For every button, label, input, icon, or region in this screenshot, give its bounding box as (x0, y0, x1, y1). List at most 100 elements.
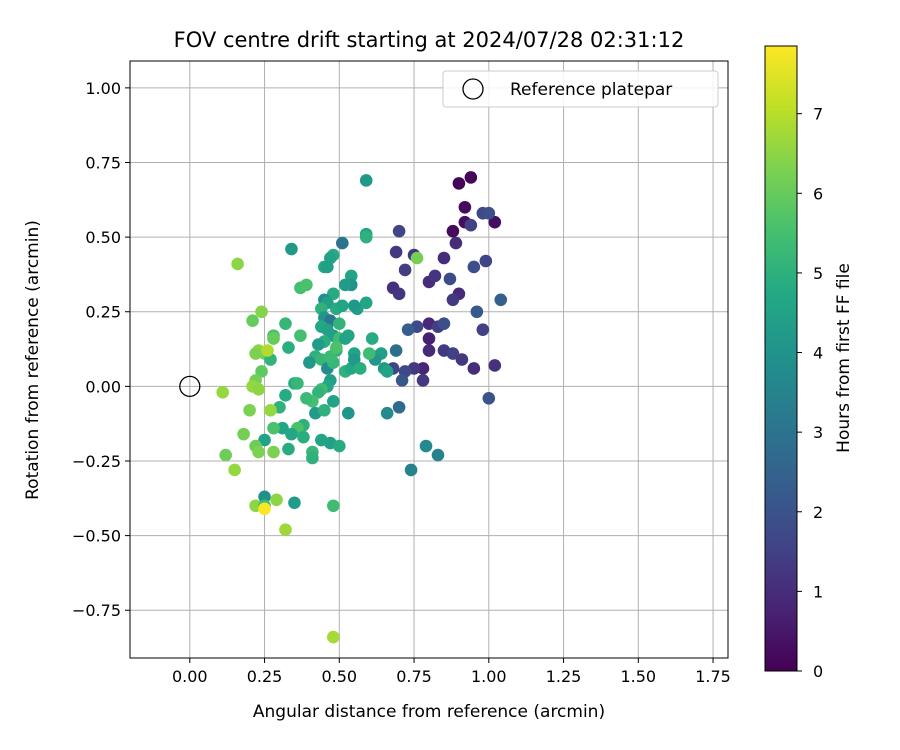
data-point (467, 362, 481, 375)
data-point (267, 445, 280, 459)
colorbar-tick-label: 3 (813, 423, 823, 442)
data-point (347, 353, 361, 366)
data-point (231, 257, 244, 271)
data-point (243, 403, 256, 417)
colorbar-tick-label: 1 (813, 582, 823, 601)
data-point (237, 427, 250, 441)
data-point (437, 317, 451, 330)
data-point (416, 362, 430, 375)
data-point (335, 299, 349, 313)
y-tick-label: 1.00 (85, 79, 121, 98)
data-point (333, 439, 346, 453)
colorbar: 0 1 2 3 4 5 6 7 Hours from first FF file (764, 45, 854, 681)
x-tick-label: 1.50 (620, 667, 656, 686)
data-point (267, 332, 280, 345)
colorbar-tick-label: 5 (813, 264, 823, 283)
chart-title: FOV centre drift starting at 2024/07/28 … (174, 28, 685, 52)
colorbar-label: Hours from first FF file (834, 263, 854, 453)
data-point (392, 224, 406, 238)
y-tick-label: −0.50 (72, 527, 121, 546)
colorbar-tick-label: 0 (813, 662, 823, 681)
y-tick-label: 0.00 (85, 377, 121, 396)
data-point (297, 430, 310, 444)
data-point (380, 406, 394, 420)
data-point (306, 451, 319, 465)
plot-frame (129, 60, 729, 659)
legend-marker-icon (462, 78, 484, 100)
data-point (327, 394, 340, 408)
data-point (255, 305, 268, 319)
x-tick-label: 1.75 (695, 667, 731, 686)
data-point (365, 332, 379, 345)
data-point (389, 245, 403, 259)
data-point (395, 374, 409, 387)
x-tick-label: 0.75 (396, 667, 432, 686)
data-point (288, 496, 301, 510)
data-point (216, 386, 229, 399)
y-axis-label: Rotation from reference (arcmin) (23, 220, 43, 500)
data-point (252, 383, 265, 396)
x-tick-label: 1.25 (546, 667, 582, 686)
data-point (327, 499, 340, 513)
colorbar-tick-label: 2 (813, 503, 823, 522)
data-point (488, 215, 502, 229)
data-point (437, 251, 451, 265)
y-tick-label: 0.25 (85, 303, 121, 322)
data-point (404, 463, 418, 477)
data-points (216, 171, 508, 644)
colorbar-gradient (764, 45, 798, 672)
reference-platepar-marker (179, 375, 201, 398)
data-point (258, 490, 271, 504)
data-point (443, 272, 457, 286)
data-point (258, 502, 271, 516)
data-point (362, 347, 376, 360)
x-tick-label: 0.50 (321, 667, 357, 686)
data-point (228, 463, 241, 477)
data-point (341, 329, 355, 342)
data-point (315, 433, 328, 447)
data-point (488, 359, 502, 372)
data-point (464, 171, 478, 184)
x-tick-label: 0.00 (172, 667, 208, 686)
data-point (422, 332, 436, 345)
data-point (359, 174, 373, 187)
data-point (398, 263, 412, 277)
data-point (416, 374, 430, 387)
data-point (494, 293, 508, 307)
legend-label: Reference platepar (510, 80, 672, 100)
data-point (476, 323, 490, 336)
data-point (330, 341, 343, 354)
data-point (452, 177, 466, 190)
data-point (219, 448, 232, 462)
data-point (446, 347, 460, 360)
grid (130, 61, 728, 658)
data-point (410, 251, 424, 265)
data-point (464, 218, 478, 232)
data-point (267, 421, 280, 435)
x-axis-label: Angular distance from reference (arcmin) (253, 702, 605, 722)
data-point (264, 403, 277, 417)
data-point (458, 200, 472, 214)
y-tick-label: −0.25 (72, 452, 121, 471)
data-point (282, 341, 295, 354)
y-tick-label: 0.50 (85, 228, 121, 247)
data-point (479, 254, 493, 268)
data-point (467, 260, 481, 274)
x-tick-label: 0.25 (247, 667, 283, 686)
data-point (359, 296, 373, 310)
data-point (258, 433, 271, 447)
data-point (312, 386, 325, 399)
data-point (300, 392, 313, 405)
colorbar-tick-label: 7 (813, 105, 823, 124)
data-point (261, 344, 274, 357)
data-point (333, 317, 346, 330)
data-point (392, 400, 406, 414)
data-point (294, 329, 307, 342)
data-point (276, 421, 289, 435)
colorbar-ticks: 0 1 2 3 4 5 6 7 (797, 105, 823, 681)
data-point (422, 344, 436, 357)
data-point (249, 347, 262, 360)
legend-box (442, 70, 719, 108)
data-point (392, 287, 406, 301)
